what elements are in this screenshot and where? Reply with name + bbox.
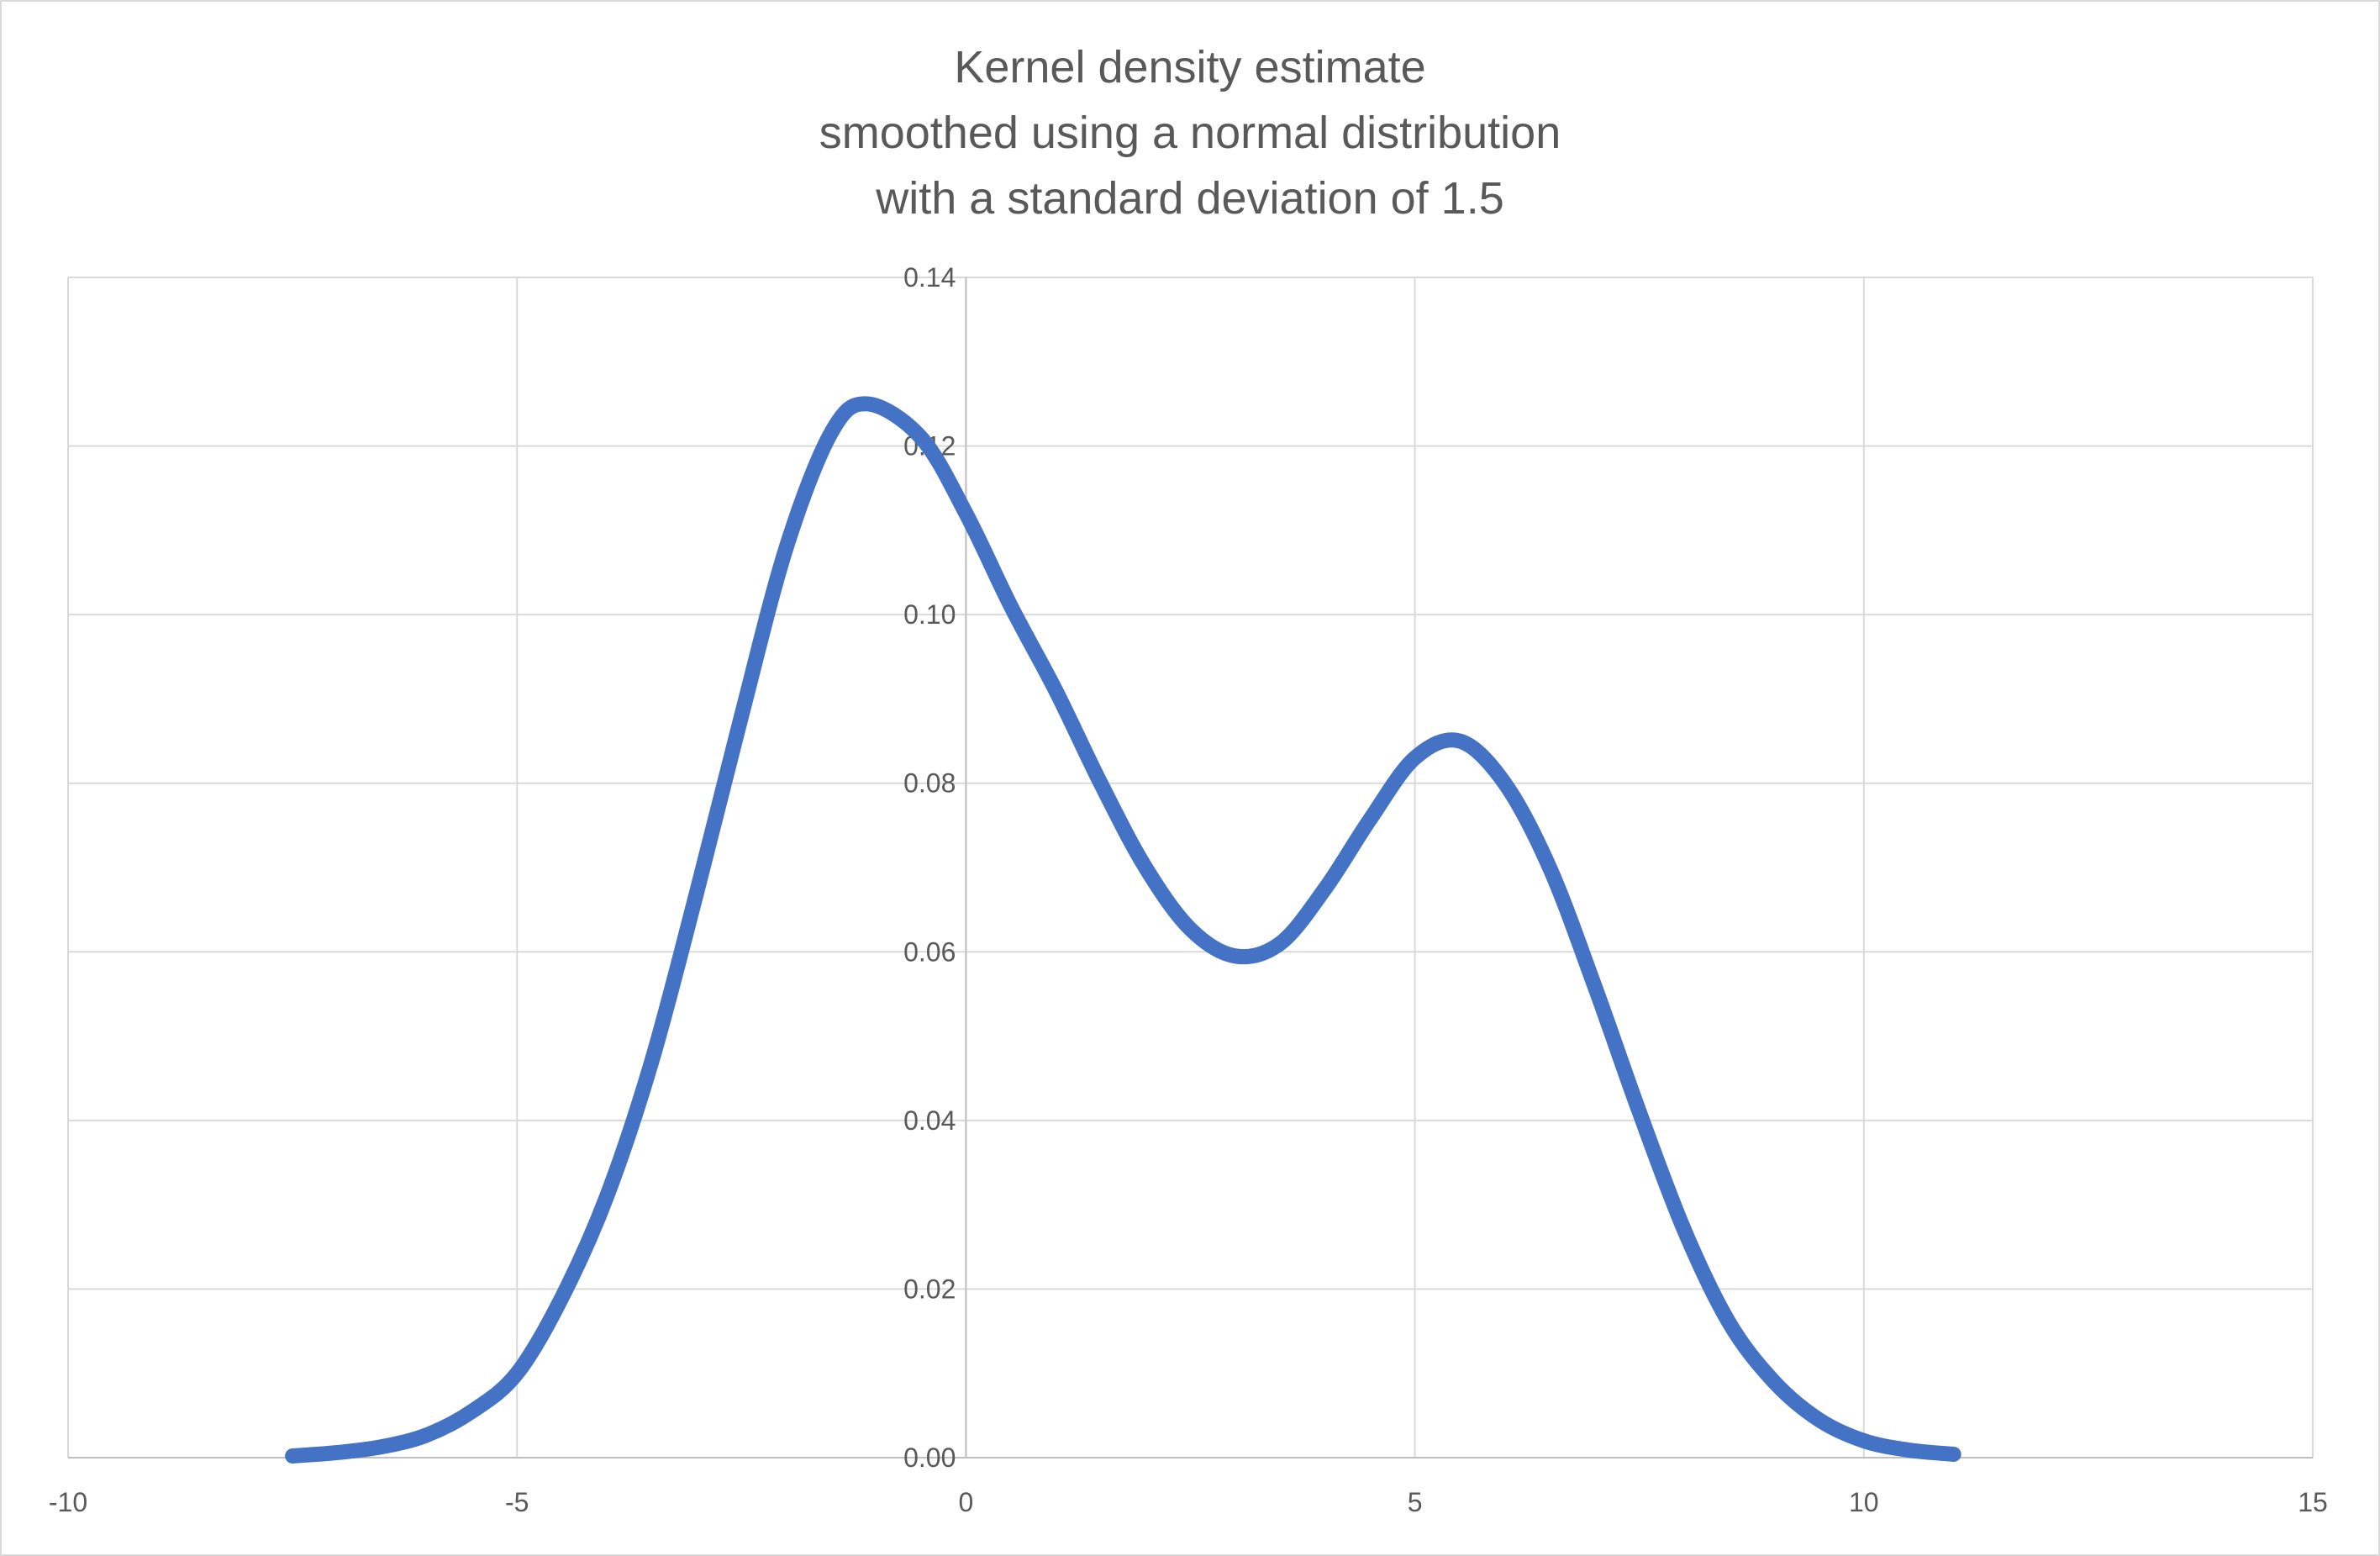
x-tick-label: 5 [1408,1487,1423,1517]
y-tick-label: 0.04 [903,1105,956,1136]
chart-title-line-3: with a standard deviation of 1.5 [875,173,1503,224]
chart-title-line-1: Kernel density estimate [954,42,1425,92]
x-tick-label: 0 [959,1487,974,1517]
y-tick-label: 0.00 [903,1443,956,1473]
gridlines [67,277,2314,1458]
y-tick-label: 0.10 [903,599,956,630]
y-tick-label: 0.02 [903,1274,956,1304]
x-tick-label: 10 [1849,1487,1879,1517]
density-curve [285,396,1961,1464]
series-layer [285,396,1961,1464]
y-tick-label: 0.14 [903,262,956,293]
x-tick-label: -5 [505,1487,529,1517]
x-tick-label: 15 [2298,1487,2328,1517]
x-tick-labels: -10 -5 0 5 10 15 [49,1487,2328,1517]
x-tick-label: -10 [49,1487,87,1517]
y-tick-label: 0.08 [903,768,956,799]
y-tick-label: 0.06 [903,936,956,967]
chart-title-line-2: smoothed using a normal distribution [819,108,1561,158]
y-tick-labels: 0.000.020.040.060.080.100.120.14 [903,262,956,1473]
